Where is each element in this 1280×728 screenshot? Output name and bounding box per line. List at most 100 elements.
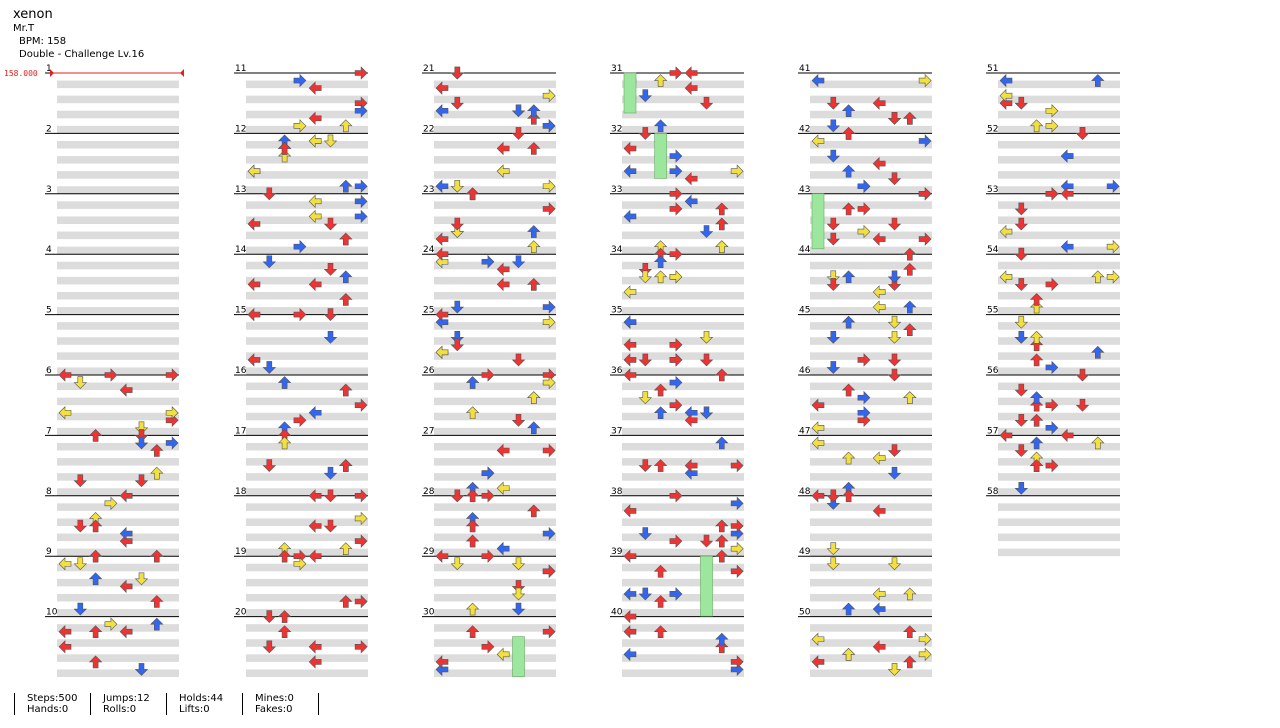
stat-rolls: Rolls:0: [103, 704, 137, 715]
step-arrow: [308, 209, 322, 224]
step-arrow: [465, 519, 480, 533]
step-arrow: [1029, 459, 1044, 472]
beat-band: [998, 518, 1120, 526]
step-arrow: [450, 557, 465, 571]
step-arrow: [669, 187, 683, 201]
step-arrow: [638, 391, 653, 405]
step-arrow: [354, 534, 368, 548]
bpm-label: 158.000: [4, 69, 38, 78]
beat-band: [622, 261, 744, 270]
beat-band: [434, 548, 556, 557]
step-arrow: [715, 640, 729, 654]
step-arrow: [887, 217, 902, 231]
beat-band: [434, 669, 556, 677]
step-arrow: [715, 534, 729, 548]
step-arrow: [730, 164, 744, 178]
beat-band: [810, 95, 932, 104]
step-arrow: [826, 542, 841, 556]
step-arrow: [323, 134, 338, 148]
beat-band: [622, 307, 744, 315]
step-arrow: [150, 444, 164, 457]
beat-band: [810, 442, 932, 451]
step-arrow: [73, 602, 88, 616]
beat-band: [246, 95, 368, 104]
step-arrow: [918, 73, 932, 88]
beat-band: [998, 503, 1120, 511]
step-arrow: [481, 489, 495, 503]
step-arrow: [354, 104, 368, 118]
step-arrow: [277, 376, 292, 389]
beat-band: [622, 322, 744, 330]
measure-number: 29: [423, 547, 435, 557]
beat-band: [810, 201, 932, 209]
beat-band: [57, 427, 179, 436]
step-arrow: [715, 217, 729, 231]
measure-number: 4: [46, 245, 52, 255]
beat-band: [434, 216, 556, 224]
step-arrow: [730, 541, 744, 556]
step-arrow: [247, 307, 261, 322]
beat-band: [810, 291, 932, 300]
beat-band: [246, 503, 368, 511]
measure-number: 28: [423, 487, 435, 497]
step-arrow: [527, 240, 541, 253]
step-arrow: [1106, 270, 1120, 284]
measure-number: 36: [611, 366, 623, 376]
step-arrow: [857, 202, 871, 216]
step-arrow: [653, 383, 668, 397]
step-arrow: [119, 383, 133, 397]
step-arrow: [811, 632, 825, 646]
step-arrow: [496, 141, 510, 156]
beat-band: [246, 639, 368, 647]
step-arrow: [826, 557, 841, 571]
step-arrow: [88, 519, 103, 533]
measure-number: 3: [46, 185, 52, 195]
hold-body: [512, 636, 525, 677]
measure-number: 22: [423, 124, 434, 134]
step-arrow: [450, 338, 465, 352]
beat-band: [434, 307, 556, 315]
step-arrow: [872, 640, 886, 654]
step-arrow: [104, 617, 118, 631]
step-arrow: [1045, 277, 1059, 292]
measure-number: 55: [987, 306, 998, 316]
step-arrow: [293, 119, 307, 133]
measure-number: 12: [235, 124, 246, 134]
step-arrow: [841, 164, 856, 178]
step-arrow: [715, 368, 729, 382]
beat-band: [998, 291, 1120, 300]
beat-band: [246, 397, 368, 406]
step-arrow: [811, 436, 825, 450]
step-arrow: [999, 270, 1013, 284]
step-arrow: [247, 353, 261, 367]
step-arrow: [435, 345, 449, 360]
step-arrow: [887, 112, 902, 125]
step-arrow: [872, 602, 886, 616]
beat-band: [57, 80, 179, 89]
measure-number: 10: [46, 608, 58, 618]
beat-band: [57, 186, 179, 194]
step-arrow: [811, 398, 825, 412]
step-arrow: [653, 270, 668, 284]
beat-band: [434, 412, 556, 421]
beat-band: [810, 518, 932, 526]
step-arrow: [481, 640, 495, 654]
step-arrow: [481, 255, 495, 269]
beat-band: [810, 473, 932, 481]
beat-band: [998, 80, 1120, 89]
beat-band: [622, 140, 744, 149]
measure-number: 31: [611, 64, 622, 74]
step-arrow: [1075, 398, 1090, 412]
beat-band: [57, 322, 179, 330]
measure-number: 8: [46, 487, 52, 497]
step-arrow: [527, 225, 541, 238]
measure-number: 30: [423, 608, 435, 618]
beat-band: [434, 427, 556, 436]
step-arrow: [277, 149, 292, 163]
step-arrow: [511, 127, 526, 140]
beat-band: [998, 156, 1120, 164]
step-arrow: [811, 489, 825, 503]
step-arrow: [119, 489, 133, 503]
beat-band: [810, 125, 932, 134]
beat-band: [434, 246, 556, 255]
